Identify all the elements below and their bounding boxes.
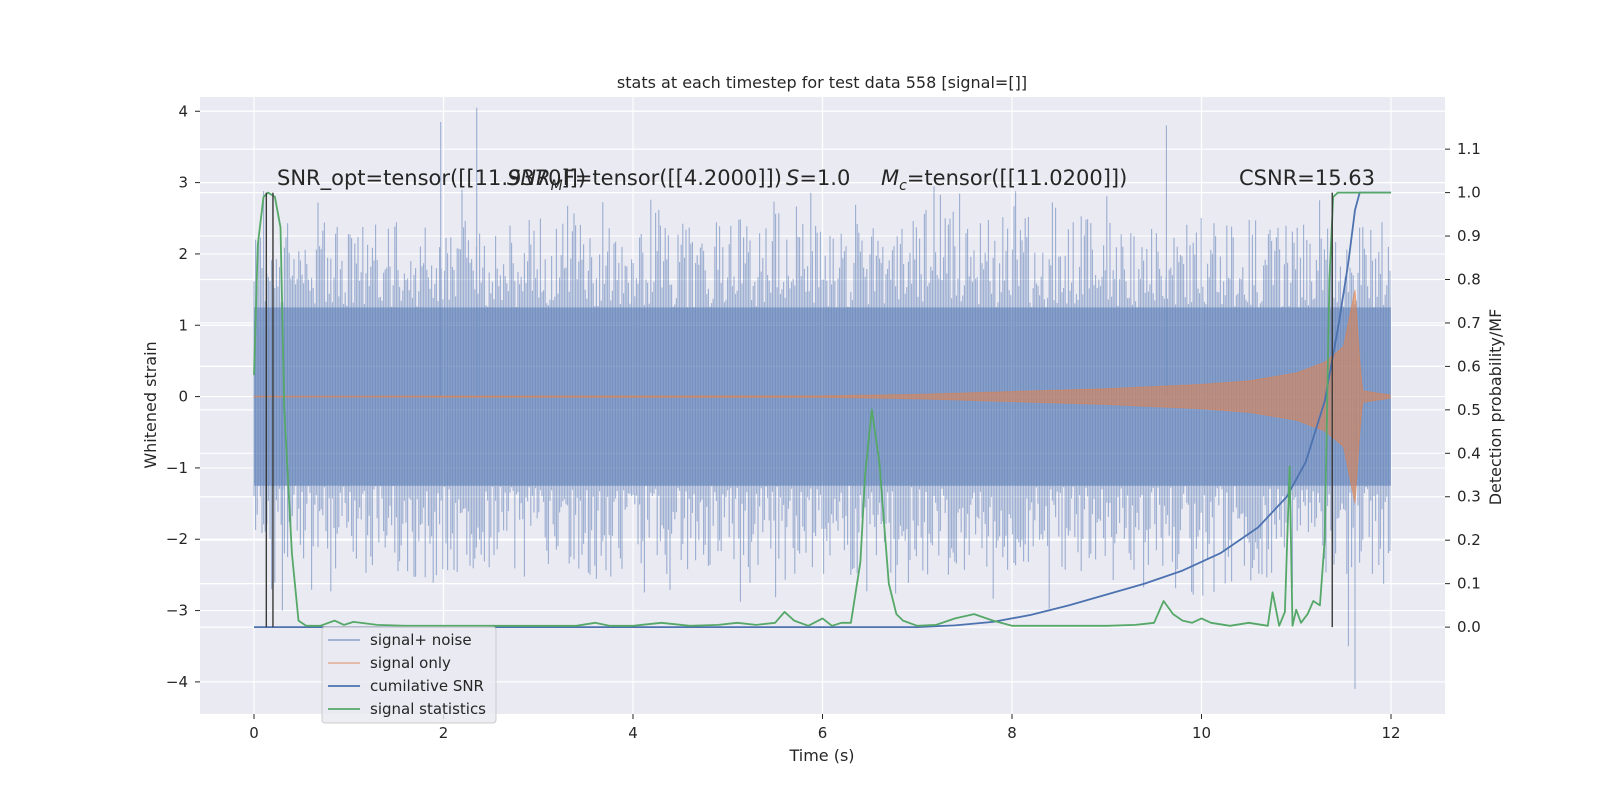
annotation-snr-mf-symbol: SNR [507, 166, 551, 190]
x-axis-label: Time (s) [788, 746, 854, 765]
y-tick-label: −4 [166, 673, 188, 691]
tick-labels: 0 2 4 6 8 10 12−4−3−2−1012340.00.10.20.30.40.5… [166, 102, 1481, 742]
y2-tick-label: 0.2 [1457, 531, 1481, 549]
x-tick-label: 10 [1192, 724, 1211, 742]
y2-tick-label: 0.4 [1457, 444, 1481, 462]
annotation-mc-symbol: M [881, 166, 899, 190]
y-tick-label: −3 [166, 602, 188, 620]
annotations: SNR_opt=tensor([[11.9370]]) SNRMF=tensor… [277, 166, 1375, 194]
legend-label-cumulative-snr: cumilative SNR [370, 677, 484, 695]
annotation-mc: Mc=tensor([[11.0200]]) [881, 166, 1127, 194]
annotation-mc-rest: =tensor([[11.0200]]) [907, 166, 1127, 190]
x-tick-label: 8 [1007, 724, 1017, 742]
y2-axis-label: Detection probability/MF [1486, 309, 1505, 506]
y-tick-label: 2 [178, 245, 188, 263]
y2-tick-label: 0.8 [1457, 270, 1481, 288]
y2-tick-label: 0.0 [1457, 618, 1481, 636]
y2-tick-label: 1.0 [1457, 184, 1481, 202]
annotation-snr-mf-rest: F=tensor([[4.2000]]) [563, 166, 782, 190]
x-tick-label: 0 [249, 724, 259, 742]
annotation-csnr: CSNR=15.63 [1239, 166, 1375, 190]
vertical-markers [265, 192, 1333, 628]
y2-tick-label: 0.1 [1457, 575, 1481, 593]
legend-label-signal-statistics: signal statistics [370, 700, 486, 718]
y-axis-label: Whitened strain [141, 341, 160, 468]
annotation-s-symbol: S [786, 166, 799, 190]
y-tick-label: 3 [178, 174, 188, 192]
y-tick-label: 0 [178, 388, 188, 406]
annotation-mc-sub: c [899, 178, 907, 194]
y2-tick-label: 0.6 [1457, 357, 1481, 375]
y-tick-label: 1 [178, 316, 188, 334]
x-tick-label: 2 [439, 724, 449, 742]
legend: signal+ noise signal only cumilative SNR… [321, 626, 497, 724]
annotation-snr-opt: SNR_opt=tensor([[11.9370]]) [277, 166, 586, 191]
legend-label-signal-noise: signal+ noise [370, 631, 472, 649]
y-tick-label: 4 [178, 102, 188, 120]
x-tick-label: 12 [1381, 724, 1400, 742]
legend-label-signal-only: signal only [370, 654, 451, 672]
chart-title: stats at each timestep for test data 558… [617, 73, 1027, 92]
annotation-snr-mf-sub: M [551, 178, 563, 194]
x-tick-label: 6 [818, 724, 828, 742]
y-tick-label: −2 [166, 530, 188, 548]
annotation-snr-mf: SNRMF=tensor([[4.2000]]) [507, 166, 782, 194]
y2-tick-label: 1.1 [1457, 140, 1481, 158]
legend-box [321, 626, 497, 724]
annotation-s: S=1.0 [786, 166, 850, 190]
y2-tick-label: 0.7 [1457, 314, 1481, 332]
y2-tick-label: 0.3 [1457, 488, 1481, 506]
data-layer [253, 107, 1391, 689]
series-signal-statistics [253, 191, 1391, 627]
y-tick-label: −1 [166, 459, 188, 477]
y2-tick-label: 0.9 [1457, 227, 1481, 245]
annotation-s-rest: =1.0 [799, 166, 850, 190]
series-signal-only [253, 289, 1391, 504]
y2-tick-label: 0.5 [1457, 401, 1481, 419]
x-tick-label: 4 [628, 724, 638, 742]
series-cumulative-snr [254, 191, 1391, 628]
